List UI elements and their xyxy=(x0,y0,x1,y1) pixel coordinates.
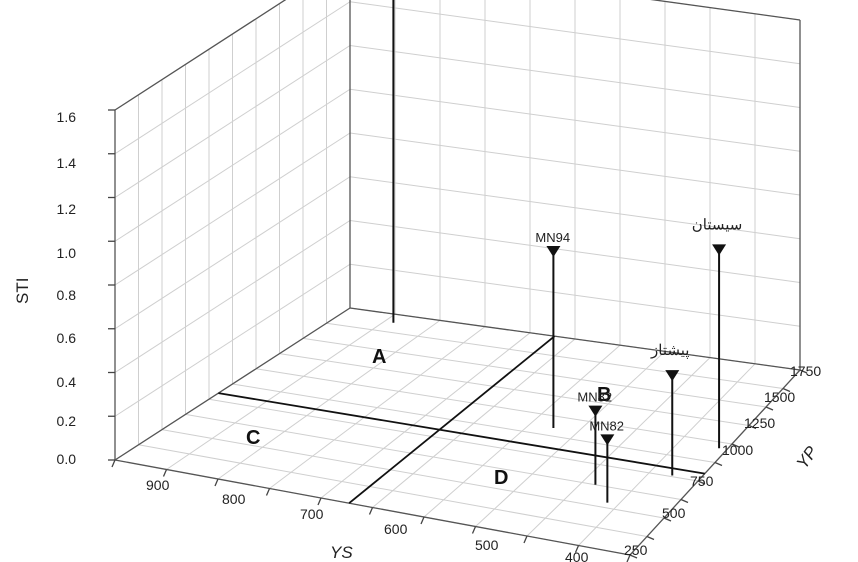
point-label: پیشتاز xyxy=(650,342,689,359)
sti-tick-label: 1.0 xyxy=(57,245,77,261)
ys-tick-mark xyxy=(265,488,271,496)
point-marker xyxy=(600,434,615,446)
grid-line xyxy=(578,363,756,546)
ys-tick-mark xyxy=(368,507,374,515)
sti-tick-label: 1.4 xyxy=(57,155,77,171)
region-label-a: A xyxy=(372,346,386,368)
yp-tick-mark xyxy=(748,424,757,430)
yp-tick-mark xyxy=(663,517,672,522)
yp-tick-label: 1750 xyxy=(790,363,821,379)
region-dividers xyxy=(218,335,705,504)
data-point: سیستان xyxy=(692,216,743,449)
yp-axis-label: YP xyxy=(793,442,822,472)
grid xyxy=(108,0,808,562)
region-label-b: B xyxy=(597,384,611,406)
point-label: MN82 xyxy=(577,390,612,405)
point-label: MN94 xyxy=(535,230,570,245)
yp-tick-label: 1250 xyxy=(744,415,775,431)
yp-tick-mark xyxy=(765,406,774,411)
point-marker xyxy=(546,246,561,258)
grid-line xyxy=(217,319,441,480)
point-marker xyxy=(665,370,680,382)
ys-axis: 900 800 700 600 500 400 YS xyxy=(146,477,589,562)
ys-tick-mark xyxy=(111,459,116,468)
grid-line xyxy=(166,313,396,470)
yp-tick-mark xyxy=(714,461,723,467)
point-label: MN82 xyxy=(589,418,624,433)
data-point: MN82 xyxy=(589,418,624,503)
yp-tick-mark xyxy=(731,443,740,448)
divider-ys xyxy=(348,335,556,504)
sti-tick-label: 1.2 xyxy=(57,201,77,217)
yp-tick-mark xyxy=(646,535,655,541)
sti-tick-label: 0.8 xyxy=(57,287,77,303)
yp-tick-mark xyxy=(680,498,689,504)
ys-tick-mark xyxy=(523,535,528,544)
sti-tick-label: 1.6 xyxy=(57,109,77,125)
ys-tick-label: 400 xyxy=(565,549,589,562)
ys-tick-label: 600 xyxy=(384,521,408,537)
ys-tick-label: 900 xyxy=(146,477,170,493)
yp-axis: 250 500 750 1000 1250 1500 1750 YP xyxy=(624,363,822,558)
ys-tick-mark xyxy=(420,516,425,525)
region-label-d: D xyxy=(494,467,508,489)
sti-tick-label: 0.4 xyxy=(57,374,77,390)
yp-tick-label: 1000 xyxy=(722,442,753,458)
frame-edge xyxy=(114,0,287,111)
sti-tick-label: 0.0 xyxy=(57,451,77,467)
ys-tick-label: 700 xyxy=(300,506,324,522)
grid-line xyxy=(372,338,576,508)
yp-tick-label: 500 xyxy=(662,505,686,521)
point-marker xyxy=(712,244,727,256)
yp-tick-mark xyxy=(782,387,791,393)
yp-tick-mark xyxy=(629,554,638,559)
frame-edge xyxy=(349,307,801,371)
yp-tick-mark xyxy=(697,480,706,485)
yp-tick-label: 250 xyxy=(624,542,648,558)
ys-tick-label: 500 xyxy=(475,537,499,553)
grid-line xyxy=(526,357,711,537)
ys-tick-mark xyxy=(214,478,219,487)
sti-tick-label: 0.6 xyxy=(57,330,77,346)
data-points: PUSA MN94 سیستان پیشتاز MN82 MN82 xyxy=(392,0,743,503)
sti-axis-label: STI xyxy=(13,278,32,304)
ys-tick-mark xyxy=(162,469,168,477)
region-label-c: C xyxy=(246,427,260,449)
divider-yp xyxy=(218,392,705,475)
data-point: MN82 xyxy=(577,390,612,485)
grid-line xyxy=(269,326,486,489)
grid-line xyxy=(475,351,666,527)
ys-tick-mark xyxy=(471,526,477,534)
ys-tick-label: 800 xyxy=(222,491,246,507)
ys-tick-mark xyxy=(574,545,580,553)
point-label: سیستان xyxy=(692,216,743,233)
frame-edge xyxy=(114,307,351,461)
ys-tick-mark xyxy=(317,497,322,506)
data-point: پیشتاز xyxy=(650,342,689,476)
data-point: MN94 xyxy=(535,230,570,429)
sti-axis: 0.0 0.2 0.4 0.6 0.8 1.0 1.2 1.4 1.6 STI xyxy=(13,109,76,467)
grid-line xyxy=(423,344,621,518)
point-marker xyxy=(588,405,603,417)
ys-tick-mark xyxy=(626,554,631,562)
yp-tick-label: 750 xyxy=(690,473,714,489)
data-point: PUSA xyxy=(392,0,395,323)
ys-axis-label: YS xyxy=(330,543,353,562)
yp-tick-label: 1500 xyxy=(764,389,795,405)
frame-edge xyxy=(650,0,801,21)
sti-tick-label: 0.2 xyxy=(57,413,77,429)
yp-tick-mark xyxy=(799,369,808,374)
grid-line xyxy=(320,332,531,499)
